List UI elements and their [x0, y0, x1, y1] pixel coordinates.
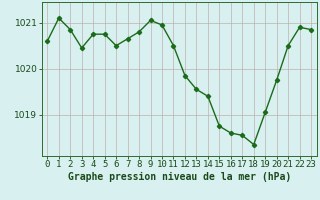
X-axis label: Graphe pression niveau de la mer (hPa): Graphe pression niveau de la mer (hPa)	[68, 172, 291, 182]
